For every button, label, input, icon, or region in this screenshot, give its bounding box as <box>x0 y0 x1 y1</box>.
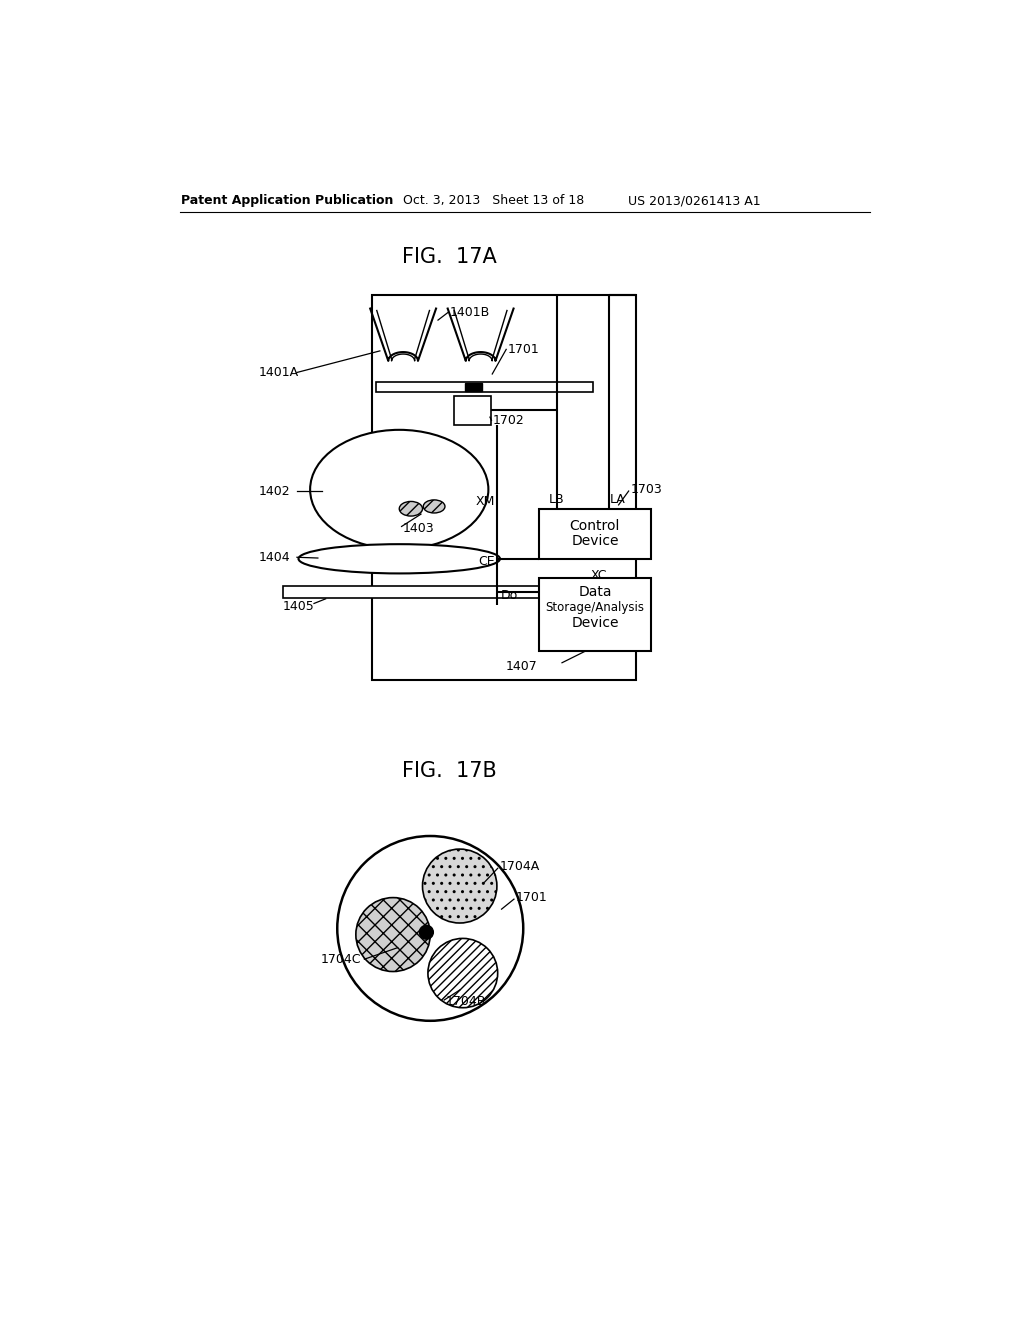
Circle shape <box>337 836 523 1020</box>
Text: 1404: 1404 <box>258 550 290 564</box>
Text: 1701: 1701 <box>508 343 540 356</box>
Bar <box>539 578 651 651</box>
Ellipse shape <box>423 500 445 513</box>
Text: LA: LA <box>610 492 626 506</box>
Bar <box>465 383 482 391</box>
Text: 1702: 1702 <box>493 413 524 426</box>
Text: 1703: 1703 <box>630 483 662 496</box>
Text: Control: Control <box>569 519 621 533</box>
Text: 1401B: 1401B <box>450 306 489 319</box>
Circle shape <box>428 939 498 1007</box>
Text: CE: CE <box>478 554 495 568</box>
Text: 1402: 1402 <box>258 484 290 498</box>
Text: 1403: 1403 <box>403 521 435 535</box>
Text: FIG.  17B: FIG. 17B <box>402 760 497 780</box>
Text: Do: Do <box>501 589 518 602</box>
Text: 1407: 1407 <box>506 660 538 673</box>
Text: 1704A: 1704A <box>500 861 541 874</box>
Text: XC: XC <box>591 569 607 582</box>
Text: Device: Device <box>571 615 618 630</box>
Circle shape <box>423 849 497 923</box>
Text: LB: LB <box>549 492 564 506</box>
Ellipse shape <box>299 544 500 573</box>
Bar <box>539 508 651 558</box>
Text: 1701: 1701 <box>515 891 547 904</box>
Bar <box>372 296 636 681</box>
Ellipse shape <box>310 430 488 549</box>
Text: Oct. 3, 2013   Sheet 13 of 18: Oct. 3, 2013 Sheet 13 of 18 <box>403 194 585 207</box>
Text: FIG.  17A: FIG. 17A <box>402 247 497 267</box>
Text: 1401A: 1401A <box>258 366 298 379</box>
Bar <box>376 381 593 392</box>
Circle shape <box>420 925 433 940</box>
Circle shape <box>356 898 430 972</box>
Text: 1704B: 1704B <box>445 995 486 1008</box>
Text: 1704C: 1704C <box>321 953 360 966</box>
Text: Patent Application Publication: Patent Application Publication <box>180 194 393 207</box>
Text: US 2013/0261413 A1: US 2013/0261413 A1 <box>628 194 761 207</box>
Text: Data: Data <box>579 585 611 599</box>
Text: XM: XM <box>475 495 495 508</box>
Ellipse shape <box>399 502 423 516</box>
Text: Storage/Analysis: Storage/Analysis <box>546 601 644 614</box>
Bar <box>454 396 490 425</box>
Bar <box>283 586 550 598</box>
Text: Device: Device <box>571 535 618 548</box>
Text: 1405: 1405 <box>283 601 314 612</box>
